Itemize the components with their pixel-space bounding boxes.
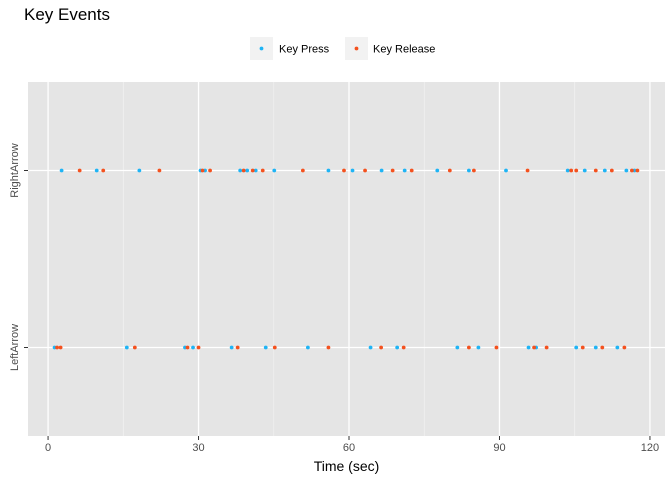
x-axis-title: Time (sec) xyxy=(314,458,380,474)
x-tick-label: 90 xyxy=(493,442,505,454)
data-point xyxy=(253,168,258,173)
data-point xyxy=(472,168,476,173)
data-point xyxy=(157,168,162,173)
x-tick-label: 120 xyxy=(641,442,659,454)
data-point xyxy=(137,168,142,173)
data-point xyxy=(593,345,598,350)
data-point xyxy=(379,345,384,350)
data-point xyxy=(235,345,240,350)
data-point xyxy=(300,168,305,173)
data-point xyxy=(401,345,406,350)
data-point xyxy=(326,345,331,350)
data-point xyxy=(615,345,620,350)
data-point xyxy=(609,168,614,173)
y-tick-label: RightArrow xyxy=(9,143,21,197)
data-point xyxy=(208,168,212,173)
data-point xyxy=(402,168,407,173)
data-point xyxy=(476,345,481,350)
data-point xyxy=(532,345,536,350)
data-point xyxy=(435,168,440,173)
data-point xyxy=(565,168,570,173)
plot-panel xyxy=(28,82,665,436)
data-point xyxy=(59,168,64,173)
data-point xyxy=(624,168,629,173)
data-point xyxy=(622,345,627,350)
data-point xyxy=(455,345,460,350)
data-point xyxy=(272,168,277,173)
data-point xyxy=(629,168,634,173)
data-point xyxy=(260,168,265,173)
legend-marker xyxy=(354,46,359,51)
data-point xyxy=(525,168,530,173)
data-point xyxy=(55,345,59,350)
data-point xyxy=(245,168,250,173)
data-point xyxy=(229,345,234,350)
legend-label: Key Release xyxy=(373,44,435,56)
data-point xyxy=(200,168,205,173)
data-point xyxy=(363,168,367,173)
data-point xyxy=(580,345,585,350)
data-point xyxy=(409,168,414,173)
data-point xyxy=(238,168,243,173)
data-point xyxy=(574,168,579,173)
data-point xyxy=(305,345,310,350)
data-point xyxy=(466,168,471,173)
data-point xyxy=(124,345,129,350)
data-point xyxy=(101,168,106,173)
data-point xyxy=(77,168,82,173)
data-point xyxy=(574,345,579,350)
data-point xyxy=(466,345,471,350)
legend-marker xyxy=(259,46,264,51)
data-point xyxy=(132,345,137,350)
y-tick-label: LeftArrow xyxy=(9,324,21,371)
data-point xyxy=(272,345,277,350)
x-tick-label: 60 xyxy=(343,442,355,454)
data-point xyxy=(379,168,384,173)
data-point xyxy=(593,168,598,173)
data-point xyxy=(350,168,355,173)
data-point xyxy=(342,168,346,173)
data-point xyxy=(544,345,549,350)
data-point xyxy=(58,345,63,350)
x-tick-label: 0 xyxy=(45,442,51,454)
data-point xyxy=(196,345,201,350)
chart-title: Key Events xyxy=(24,5,110,24)
legend-label: Key Press xyxy=(279,44,330,56)
data-point xyxy=(569,168,574,173)
data-point xyxy=(526,345,531,350)
data-point xyxy=(582,168,587,173)
data-point xyxy=(390,168,395,173)
data-point xyxy=(94,168,99,173)
x-tick-label: 30 xyxy=(192,442,204,454)
data-point xyxy=(250,168,255,173)
data-point xyxy=(602,168,607,173)
data-point xyxy=(600,345,605,350)
data-point xyxy=(185,345,190,350)
data-point xyxy=(191,345,195,350)
data-point xyxy=(504,168,508,173)
data-point xyxy=(494,345,499,350)
data-point xyxy=(635,168,640,173)
data-point xyxy=(395,345,400,350)
data-point xyxy=(263,345,268,350)
data-point xyxy=(326,168,331,173)
data-point xyxy=(447,168,452,173)
data-point xyxy=(241,168,246,173)
data-point xyxy=(368,345,373,350)
